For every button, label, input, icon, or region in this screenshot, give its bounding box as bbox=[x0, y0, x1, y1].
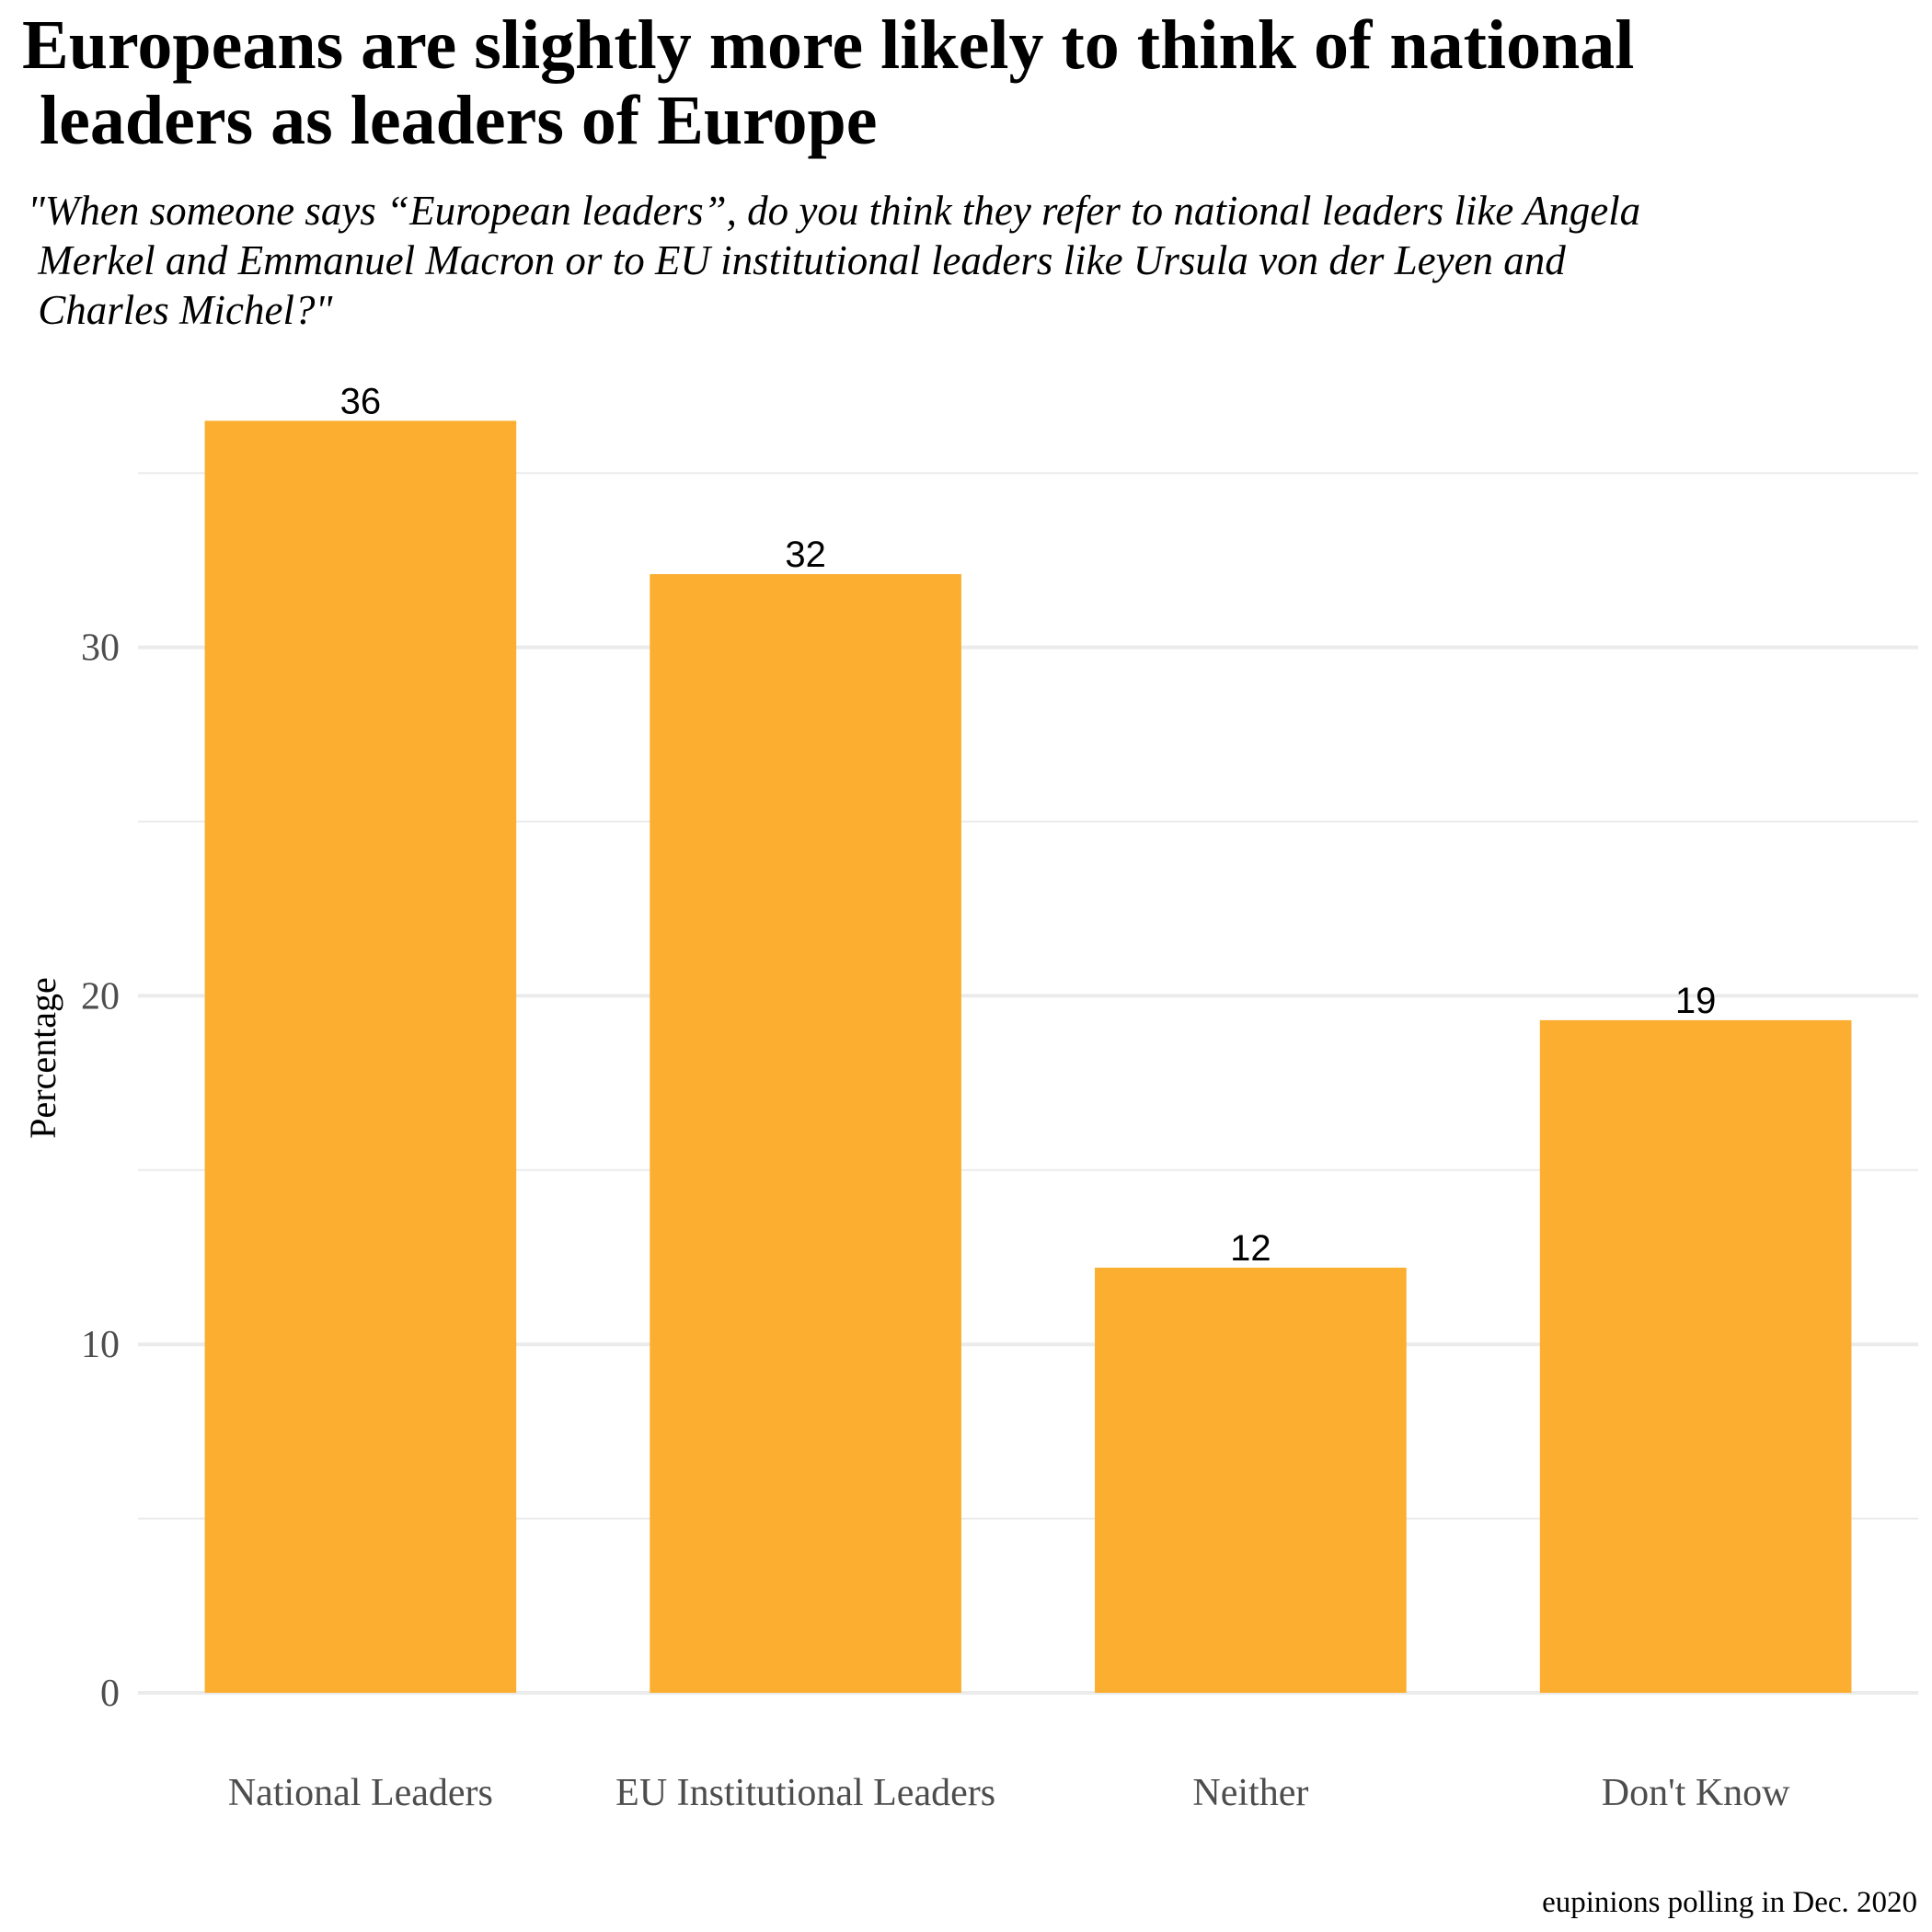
bar bbox=[1539, 1019, 1852, 1693]
y-tick-label: 20 bbox=[81, 975, 120, 1018]
chart-title: Europeans are slightly more likely to th… bbox=[22, 6, 1635, 159]
x-tick-label: EU Institutional Leaders bbox=[615, 1772, 995, 1814]
bar bbox=[204, 420, 517, 1693]
x-tick-label: Don't Know bbox=[1602, 1772, 1790, 1814]
x-tick-label: Neither bbox=[1192, 1772, 1308, 1814]
data-labels: 36 32 12 19 bbox=[340, 381, 1717, 1268]
chart-caption: eupinions polling in Dec. 2020 bbox=[1542, 1886, 1917, 1919]
y-tick-label: 0 bbox=[100, 1673, 120, 1715]
bars bbox=[204, 420, 1852, 1693]
bar bbox=[650, 574, 961, 1693]
bar bbox=[1095, 1267, 1407, 1693]
y-axis-title: Percentage bbox=[22, 977, 63, 1138]
y-axis-ticks: 0 10 20 30 bbox=[81, 627, 120, 1715]
chart-subtitle: "When someone says “European leaders”, d… bbox=[28, 188, 1641, 333]
y-tick-label: 10 bbox=[81, 1324, 120, 1366]
data-label: 36 bbox=[340, 381, 382, 421]
y-tick-label: 30 bbox=[81, 627, 120, 670]
x-axis-ticks: National Leaders EU Institutional Leaders… bbox=[228, 1772, 1790, 1814]
x-tick-label: National Leaders bbox=[228, 1772, 493, 1814]
data-label: 19 bbox=[1675, 981, 1717, 1021]
data-label: 12 bbox=[1230, 1228, 1271, 1269]
data-label: 32 bbox=[785, 535, 826, 575]
